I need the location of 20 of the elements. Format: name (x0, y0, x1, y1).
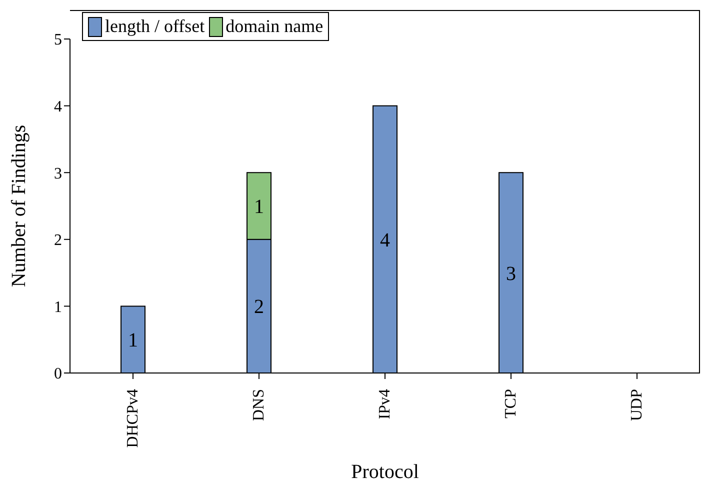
data-label: 1 (254, 196, 264, 218)
x-tick-label: UDP (628, 388, 646, 422)
data-label: 2 (254, 296, 264, 318)
y-tick-label: 4 (54, 98, 62, 116)
data-label: 4 (380, 229, 390, 252)
x-tick-label: IPv4 (376, 389, 394, 420)
data-label: 3 (506, 262, 516, 285)
x-tick-label: DNS (250, 389, 268, 422)
y-tick-label: 1 (54, 298, 62, 316)
x-tick-label: TCP (502, 388, 520, 418)
y-tick-label: 2 (54, 232, 62, 250)
y-tick-label: 3 (54, 165, 62, 182)
data-label: 1 (128, 330, 138, 352)
y-tick-label: 0 (54, 366, 62, 383)
y-axis-title: Number of Findings (8, 124, 30, 288)
x-axis-title: Protocol (351, 461, 420, 483)
x-tick-label: DHCPv4 (124, 389, 142, 448)
legend-label: length / offset (105, 16, 205, 37)
legend-label: domain name (226, 16, 324, 37)
y-tick-label: 5 (54, 32, 62, 49)
